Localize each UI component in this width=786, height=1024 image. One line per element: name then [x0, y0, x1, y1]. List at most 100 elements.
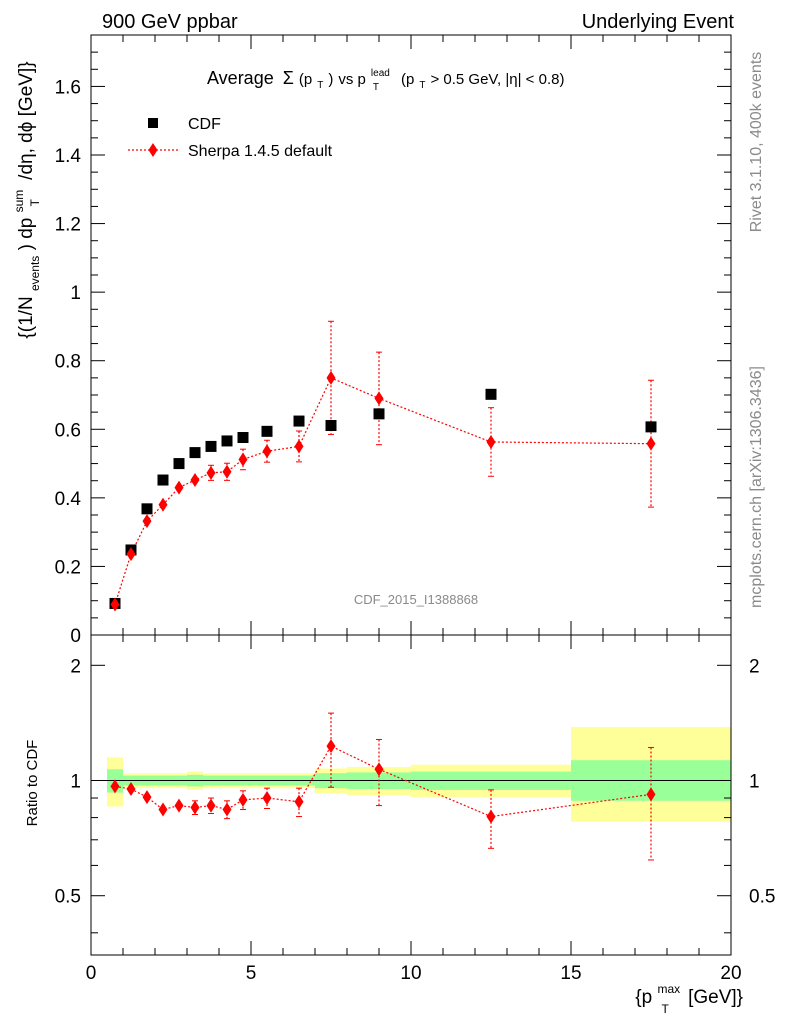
sherpa-point — [110, 597, 120, 612]
header-right: Underlying Event — [582, 11, 735, 33]
legend: CDF Sherpa 1.4.5 default — [128, 116, 333, 160]
main-ylabel-sup2: sum — [12, 190, 26, 213]
sherpa-ratio-point — [486, 809, 496, 824]
ratio-axis-ticks: 0 5 10 15 20 0.5 0.5 1 1 2 2 — [55, 635, 775, 984]
legend-label-cdf: CDF — [188, 116, 221, 133]
legend-marker-cdf — [148, 118, 158, 128]
header-left: 900 GeV ppbar — [102, 11, 238, 33]
title-cut-rest: > 0.5 GeV, |η| < 0.8) — [430, 71, 564, 88]
sherpa-point — [190, 473, 200, 488]
title-cut-sub: T — [419, 80, 425, 91]
xlabel-sub: T — [661, 1002, 669, 1016]
cdf-point — [157, 474, 169, 486]
main-ylabel-p2: ) dp — [16, 218, 37, 251]
sherpa-point — [126, 547, 136, 562]
cdf-point — [237, 432, 249, 444]
sherpa-point — [326, 370, 336, 385]
ratio-y-tick-label: 1 — [70, 772, 81, 793]
mcplots-label: mcplots.cern.ch [arXiv:1306.3436] — [748, 366, 765, 608]
sherpa-ratio-point — [374, 762, 384, 777]
main-panel: 0 0.2 0.4 0.6 0.8 1 1.2 1.4 1.6 — [55, 34, 732, 647]
cdf-point — [485, 388, 497, 400]
ratio-y-tick-label-right: 1 — [749, 772, 760, 793]
main-y-tick-label: 1.6 — [55, 77, 81, 98]
cdf-point — [261, 425, 273, 437]
cdf-point — [173, 458, 185, 470]
title-sigma-arg-sub: T — [317, 80, 323, 91]
xlabel: {p max T [GeV]} — [635, 977, 743, 1018]
main-frame — [90, 34, 732, 636]
main-data — [109, 320, 657, 612]
title-sigma-arg-close: ) — [328, 71, 333, 88]
sherpa-point — [142, 514, 152, 529]
title-prefix: Average — [207, 68, 274, 88]
ratio-y-tick-label: 2 — [70, 656, 81, 677]
sherpa-ratio-point — [294, 794, 304, 809]
sherpa-ratio-point — [110, 779, 120, 794]
sherpa-ratio-point — [190, 800, 200, 815]
ratio-y-tick-label-right: 2 — [749, 656, 760, 677]
cdf-point — [293, 415, 305, 427]
cdf-point — [645, 421, 657, 433]
cdf-point — [205, 440, 217, 452]
sherpa-ratio-point — [174, 798, 184, 813]
sherpa-ratio-point — [142, 790, 152, 805]
sherpa-ratio-point — [646, 787, 656, 802]
sherpa-point — [294, 439, 304, 454]
legend-label-sherpa: Sherpa 1.4.5 default — [188, 143, 333, 160]
title-sigma-arg: (p — [299, 71, 312, 88]
main-ylabel-p3: /dη, dϕ [GeV]} — [16, 61, 37, 179]
ratio-y-tick-label: 0.5 — [55, 887, 81, 908]
sherpa-ratio-line — [114, 745, 652, 818]
main-y-tick-label: 0.8 — [55, 352, 81, 373]
xlabel-sup: max — [658, 982, 681, 996]
ratio-panel: 0 5 10 15 20 0.5 0.5 1 1 2 2 — [55, 634, 775, 984]
sherpa-point — [374, 391, 384, 406]
main-y-tick-label: 1.4 — [55, 146, 82, 167]
x-tick-label: 5 — [246, 963, 257, 984]
title-cut: (p — [401, 71, 414, 88]
ratio-y-tick-label-right: 0.5 — [749, 887, 775, 908]
main-y-tick-label: 0.6 — [55, 420, 81, 441]
title-vs-sub: T — [373, 82, 379, 93]
chart-title: Average Σ (p T ) vs p lead T (p T > 0.5 … — [207, 60, 564, 94]
sherpa-ratio-point — [238, 792, 248, 807]
sherpa-point — [206, 465, 216, 480]
main-ylabel-sub1: events — [28, 256, 42, 291]
title-vs: vs p — [338, 71, 366, 88]
sherpa-ratio-point — [158, 802, 168, 817]
sherpa-ratio-point — [222, 802, 232, 817]
main-y-tick-label: 0.2 — [55, 557, 81, 578]
sherpa-ratio-point — [262, 791, 272, 806]
x-tick-label: 20 — [720, 963, 741, 984]
sherpa-point — [238, 452, 248, 467]
sherpa-point — [174, 480, 184, 495]
sherpa-point — [486, 434, 496, 449]
sherpa-ratio-point — [206, 798, 216, 813]
cdf-point — [325, 420, 337, 432]
main-ylabel-p1: {(1/N — [16, 296, 37, 338]
sherpa-ratio-point — [326, 739, 336, 754]
xlabel-p1: {p — [635, 987, 652, 1008]
analysis-watermark: CDF_2015_I1388868 — [354, 592, 478, 607]
main-axis-ticks: 0 0.2 0.4 0.6 0.8 1 1.2 1.4 1.6 — [55, 34, 732, 647]
ratio-ylabel: Ratio to CDF — [24, 740, 41, 827]
sherpa-ratio-point — [126, 782, 136, 797]
rivet-label: Rivet 3.1.10, 400k events — [748, 52, 765, 233]
main-y-tick-label: 1.2 — [55, 215, 81, 236]
x-tick-label: 10 — [400, 963, 421, 984]
title-vs-sup: lead — [371, 68, 390, 79]
x-tick-label: 0 — [86, 963, 97, 984]
main-y-tick-label: 0.4 — [55, 489, 82, 510]
ratio-bands — [91, 726, 731, 822]
cdf-point — [373, 408, 385, 420]
main-ylabel: {(1/N events ) dp sum T /dη, dϕ [GeV]} — [7, 61, 44, 338]
xlabel-p2: [GeV]} — [688, 987, 743, 1008]
main-y-tick-label: 1 — [70, 283, 81, 304]
cdf-point — [141, 503, 153, 515]
x-tick-label: 15 — [560, 963, 581, 984]
sherpa-point — [222, 464, 232, 479]
main-ylabel-sub2: T — [28, 198, 42, 206]
sherpa-point — [262, 444, 272, 459]
